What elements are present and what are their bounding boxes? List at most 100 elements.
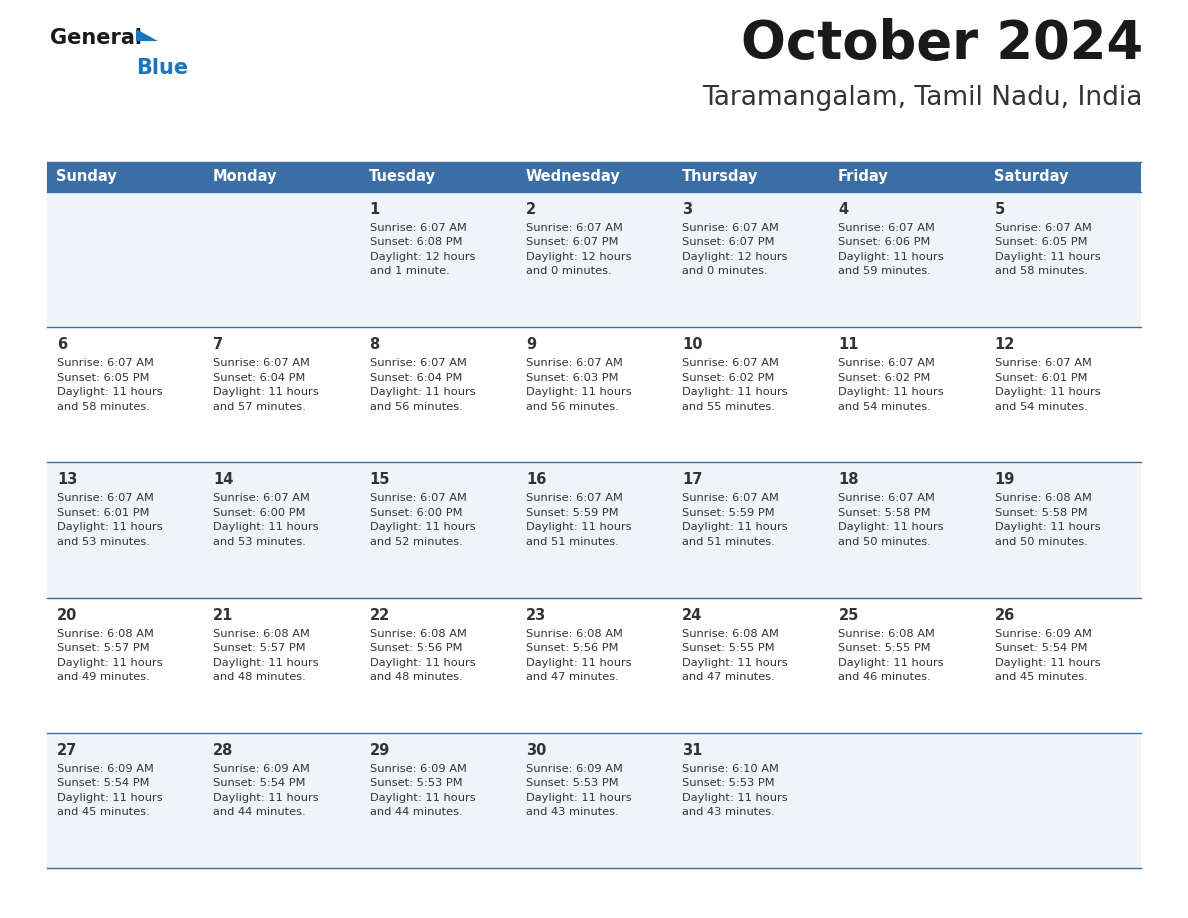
Text: Saturday: Saturday [994, 170, 1068, 185]
Text: Sunrise: 6:07 AM: Sunrise: 6:07 AM [369, 358, 467, 368]
Text: Monday: Monday [213, 170, 277, 185]
Text: and 45 minutes.: and 45 minutes. [994, 672, 1087, 682]
Text: Sunset: 6:07 PM: Sunset: 6:07 PM [682, 238, 775, 248]
Text: 30: 30 [526, 743, 546, 757]
Text: and 52 minutes.: and 52 minutes. [369, 537, 462, 547]
Text: Sunrise: 6:08 AM: Sunrise: 6:08 AM [994, 493, 1092, 503]
Text: Sunset: 6:00 PM: Sunset: 6:00 PM [214, 508, 305, 518]
Text: Sunset: 6:07 PM: Sunset: 6:07 PM [526, 238, 619, 248]
Text: Wednesday: Wednesday [525, 170, 620, 185]
Text: Sunrise: 6:09 AM: Sunrise: 6:09 AM [994, 629, 1092, 639]
Bar [48, 192, 1140, 327]
Text: Sunrise: 6:07 AM: Sunrise: 6:07 AM [839, 358, 935, 368]
Text: 24: 24 [682, 608, 702, 622]
Text: Sunset: 5:56 PM: Sunset: 5:56 PM [526, 644, 619, 653]
Text: and 49 minutes.: and 49 minutes. [57, 672, 150, 682]
Text: Sunset: 5:56 PM: Sunset: 5:56 PM [369, 644, 462, 653]
Text: Thursday: Thursday [682, 170, 758, 185]
Text: Sunrise: 6:07 AM: Sunrise: 6:07 AM [526, 358, 623, 368]
Text: General: General [50, 28, 143, 48]
Text: Daylight: 11 hours: Daylight: 11 hours [214, 522, 318, 532]
Text: Sunrise: 6:07 AM: Sunrise: 6:07 AM [57, 358, 154, 368]
Text: Sunset: 6:01 PM: Sunset: 6:01 PM [57, 508, 150, 518]
Text: Sunrise: 6:08 AM: Sunrise: 6:08 AM [214, 629, 310, 639]
Text: Sunset: 6:02 PM: Sunset: 6:02 PM [839, 373, 931, 383]
Text: Sunset: 5:57 PM: Sunset: 5:57 PM [57, 644, 150, 653]
Text: Daylight: 12 hours: Daylight: 12 hours [369, 252, 475, 262]
Text: Friday: Friday [838, 170, 889, 185]
Text: Daylight: 11 hours: Daylight: 11 hours [839, 657, 944, 667]
Text: Sunset: 6:00 PM: Sunset: 6:00 PM [369, 508, 462, 518]
Text: 22: 22 [369, 608, 390, 622]
Text: Sunrise: 6:07 AM: Sunrise: 6:07 AM [526, 493, 623, 503]
Text: Daylight: 11 hours: Daylight: 11 hours [682, 657, 788, 667]
Text: and 45 minutes.: and 45 minutes. [57, 807, 150, 817]
Text: Sunset: 6:02 PM: Sunset: 6:02 PM [682, 373, 775, 383]
Text: and 57 minutes.: and 57 minutes. [214, 402, 307, 411]
Text: Sunrise: 6:07 AM: Sunrise: 6:07 AM [682, 223, 779, 233]
Text: and 43 minutes.: and 43 minutes. [682, 807, 775, 817]
Text: and 46 minutes.: and 46 minutes. [839, 672, 931, 682]
Text: Daylight: 11 hours: Daylight: 11 hours [994, 252, 1100, 262]
Text: Sunset: 6:03 PM: Sunset: 6:03 PM [526, 373, 619, 383]
Text: and 54 minutes.: and 54 minutes. [839, 402, 931, 411]
Text: Sunrise: 6:08 AM: Sunrise: 6:08 AM [369, 629, 467, 639]
Text: and 47 minutes.: and 47 minutes. [682, 672, 775, 682]
Text: Sunrise: 6:07 AM: Sunrise: 6:07 AM [214, 358, 310, 368]
Text: and 48 minutes.: and 48 minutes. [369, 672, 462, 682]
Text: 18: 18 [839, 473, 859, 487]
Text: Sunrise: 6:07 AM: Sunrise: 6:07 AM [526, 223, 623, 233]
Text: Sunset: 5:59 PM: Sunset: 5:59 PM [682, 508, 775, 518]
Text: Daylight: 11 hours: Daylight: 11 hours [682, 387, 788, 397]
Text: 9: 9 [526, 337, 536, 353]
Text: Sunrise: 6:09 AM: Sunrise: 6:09 AM [57, 764, 154, 774]
Text: Daylight: 11 hours: Daylight: 11 hours [839, 522, 944, 532]
Text: and 53 minutes.: and 53 minutes. [214, 537, 307, 547]
Text: Sunrise: 6:07 AM: Sunrise: 6:07 AM [682, 358, 779, 368]
Text: and 56 minutes.: and 56 minutes. [369, 402, 462, 411]
Bar [48, 162, 1140, 192]
Text: 11: 11 [839, 337, 859, 353]
Text: Daylight: 11 hours: Daylight: 11 hours [994, 522, 1100, 532]
Text: Sunrise: 6:08 AM: Sunrise: 6:08 AM [526, 629, 623, 639]
Text: Daylight: 11 hours: Daylight: 11 hours [839, 387, 944, 397]
Text: Sunday: Sunday [56, 170, 118, 185]
Text: Sunset: 5:58 PM: Sunset: 5:58 PM [994, 508, 1087, 518]
Text: Sunrise: 6:07 AM: Sunrise: 6:07 AM [839, 223, 935, 233]
Bar [48, 463, 1140, 598]
Text: Sunrise: 6:09 AM: Sunrise: 6:09 AM [369, 764, 467, 774]
Text: and 48 minutes.: and 48 minutes. [214, 672, 307, 682]
Text: and 43 minutes.: and 43 minutes. [526, 807, 619, 817]
Text: Sunrise: 6:09 AM: Sunrise: 6:09 AM [214, 764, 310, 774]
Bar [48, 733, 1140, 868]
Text: Sunset: 6:08 PM: Sunset: 6:08 PM [369, 238, 462, 248]
Text: 21: 21 [214, 608, 234, 622]
Text: 19: 19 [994, 473, 1015, 487]
Text: 31: 31 [682, 743, 702, 757]
Text: Sunrise: 6:07 AM: Sunrise: 6:07 AM [994, 223, 1092, 233]
Text: Daylight: 11 hours: Daylight: 11 hours [526, 522, 632, 532]
Text: and 0 minutes.: and 0 minutes. [682, 266, 767, 276]
Text: 26: 26 [994, 608, 1015, 622]
Text: Sunset: 5:55 PM: Sunset: 5:55 PM [682, 644, 775, 653]
Text: Daylight: 11 hours: Daylight: 11 hours [994, 657, 1100, 667]
Text: Sunset: 5:54 PM: Sunset: 5:54 PM [994, 644, 1087, 653]
Text: Sunset: 6:05 PM: Sunset: 6:05 PM [994, 238, 1087, 248]
Text: 14: 14 [214, 473, 234, 487]
Text: 15: 15 [369, 473, 390, 487]
Text: Sunset: 5:53 PM: Sunset: 5:53 PM [369, 778, 462, 789]
Text: and 51 minutes.: and 51 minutes. [526, 537, 619, 547]
Text: Daylight: 11 hours: Daylight: 11 hours [526, 793, 632, 803]
Polygon shape [135, 29, 158, 41]
Text: 23: 23 [526, 608, 546, 622]
Text: and 58 minutes.: and 58 minutes. [994, 266, 1087, 276]
Text: Sunset: 5:53 PM: Sunset: 5:53 PM [526, 778, 619, 789]
Text: and 55 minutes.: and 55 minutes. [682, 402, 775, 411]
Text: and 44 minutes.: and 44 minutes. [214, 807, 307, 817]
Text: 1: 1 [369, 202, 380, 217]
Text: 6: 6 [57, 337, 68, 353]
Text: Sunset: 5:53 PM: Sunset: 5:53 PM [682, 778, 775, 789]
Text: Sunset: 6:06 PM: Sunset: 6:06 PM [839, 238, 931, 248]
Text: and 50 minutes.: and 50 minutes. [839, 537, 931, 547]
Text: 5: 5 [994, 202, 1005, 217]
